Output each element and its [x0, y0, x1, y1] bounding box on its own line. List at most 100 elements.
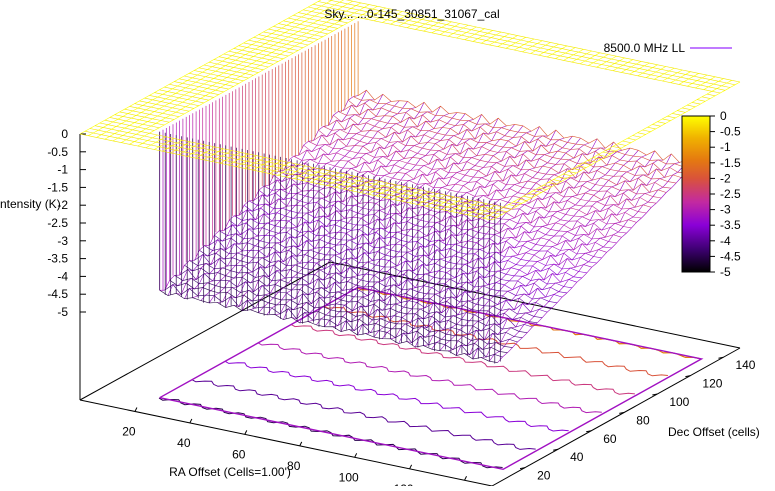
y-tick-label: 40: [570, 450, 584, 464]
plateau-mesh-line: [298, 12, 711, 99]
legend: 8500.0 MHz LL: [604, 41, 732, 55]
plateau-mesh-line: [203, 64, 617, 152]
y-tick-mark: [586, 430, 592, 433]
plateau-mesh-line: [253, 37, 666, 124]
floor-mesh-line: [238, 209, 577, 283]
z-tick-label: -3: [57, 234, 68, 248]
contour-line: [191, 379, 536, 450]
floor-mesh-line: [263, 185, 602, 259]
z-tick-label: -5: [57, 305, 68, 319]
y-tick-label: 140: [735, 358, 755, 372]
plateau-mesh-line: [144, 97, 557, 185]
y-tick-mark: [685, 375, 691, 378]
plateau-mesh-line: [248, 39, 661, 127]
base-contours: [158, 286, 704, 471]
plateau-mesh-line: [278, 23, 691, 110]
colorbar-tick-label: -3: [720, 203, 731, 217]
plateau-mesh-line: [94, 125, 507, 212]
contour-outline: [159, 286, 704, 471]
plateau-mesh-line: [288, 17, 701, 105]
plateau-mesh-line: [238, 45, 651, 132]
y-tick-label: 120: [702, 377, 722, 391]
x-tick-mark: [409, 464, 413, 470]
plateau-mesh-line: [124, 108, 537, 196]
plateau-mesh-line: [308, 6, 721, 94]
floor-mesh-line: [456, 150, 656, 356]
plateau-mesh-line: [186, 18, 436, 157]
floor-mesh-line: [288, 159, 627, 234]
floor-mesh-line: [472, 153, 672, 360]
z-tick-label: -4: [57, 269, 68, 283]
z-tick-label: -3.5: [47, 252, 68, 266]
z-axis-label: ntensity (K): [0, 197, 61, 211]
colorbar-tick-label: -2.5: [720, 187, 741, 201]
y-axis-line: [491, 347, 741, 487]
floor-mesh-line: [323, 126, 662, 199]
plateau-mesh-line: [114, 114, 527, 201]
floor-mesh-line: [268, 179, 607, 253]
z-tick-label: -2: [57, 198, 68, 212]
plateau-mesh-line: [208, 61, 622, 149]
plateau-mesh-line: [327, 0, 736, 86]
floor-mesh-line: [343, 104, 682, 178]
plateau-mesh-line: [79, 0, 322, 135]
x-tick-label: 40: [177, 436, 191, 450]
plateau-mesh-line: [104, 119, 517, 207]
floor-mesh-line: [303, 144, 642, 219]
plateau-mesh-line: [179, 78, 592, 166]
plateau-mesh-line: [174, 81, 587, 168]
y-tick-mark: [519, 467, 526, 470]
floor-mesh-line: [253, 194, 592, 268]
x-tick-mark: [189, 418, 193, 424]
surface-mesh-walls: [159, 21, 501, 364]
x-tick-mark: [299, 441, 303, 447]
plateau-mesh-line: [154, 92, 567, 179]
z-tick-label: -1: [57, 163, 68, 177]
y-axis-label: Dec Offset (cells): [668, 425, 760, 439]
plateau-mesh-line: [273, 26, 686, 113]
x-axis-label: RA Offset (Cells=1.00'): [169, 465, 291, 479]
colorbar-tick-label: -5: [720, 265, 731, 279]
plateau-mesh-line: [223, 53, 636, 141]
x-tick-mark: [464, 476, 467, 481]
colorbar-gradient: [681, 115, 711, 273]
floor-mesh-line: [233, 215, 573, 289]
floor-mesh-line: [298, 149, 637, 223]
plateau-mesh-line: [84, 130, 498, 218]
floor-mesh-line: [184, 264, 523, 338]
x-tick-label: 120: [394, 482, 414, 486]
contour-line: [224, 360, 569, 432]
floor-mesh-line: [357, 89, 697, 163]
plateau-mesh-line: [194, 70, 607, 157]
y-tick-label: 100: [669, 395, 689, 409]
z-tick-label: -2.5: [47, 216, 68, 230]
plateau-mesh-line: [164, 86, 577, 174]
colorbar-tick-label: 0: [720, 109, 727, 123]
colorbar-tick-label: -4: [720, 234, 731, 248]
floor-mesh-line: [214, 234, 553, 309]
plateau-mesh-line: [283, 20, 696, 108]
floor-mesh-line: [365, 137, 565, 334]
y-tick-label: 60: [603, 432, 617, 446]
plateau-mesh-line: [89, 128, 502, 215]
surface-mesh-front: [79, 0, 741, 221]
y-tick-label: 80: [636, 413, 650, 427]
plateau-mesh-line: [189, 73, 602, 160]
surface-mesh-back: [159, 89, 697, 363]
x-tick-label: 100: [339, 470, 359, 484]
chart-title: Sky... ...0-145_30851_31067_cal: [324, 7, 499, 21]
colorbar-tick-label: -4.5: [720, 249, 741, 263]
floor-mesh-line: [219, 230, 558, 304]
y-tick-labels: 20 40 60 80 100 120 140: [537, 358, 756, 482]
plateau-mesh-line: [345, 0, 741, 83]
colorbar-ticks: 0 -0.5-1 -1.5-2 -2.5 -3-3.5 -4-4.5 -5: [710, 109, 741, 279]
floor-mesh-line: [481, 162, 680, 358]
plateau-mesh-line: [149, 95, 562, 182]
plateau-mesh-line: [401, 62, 650, 202]
floor-mesh-line: [318, 129, 657, 204]
plateau-mesh-line: [218, 56, 631, 143]
plateau-mesh-line: [170, 14, 419, 154]
contour-line: [257, 342, 602, 414]
